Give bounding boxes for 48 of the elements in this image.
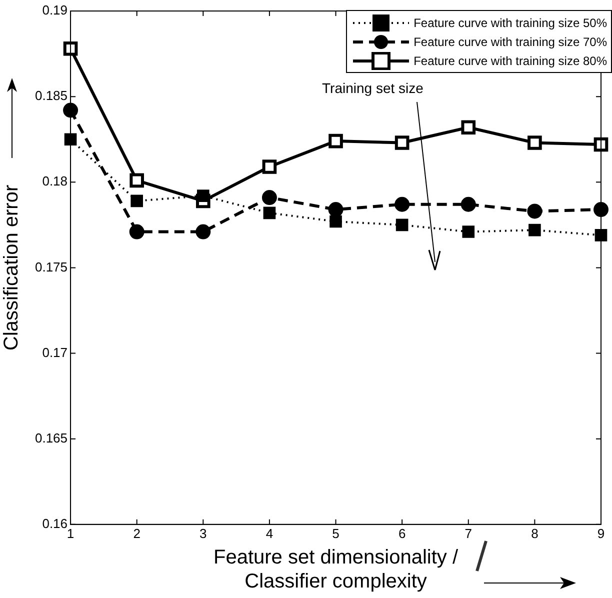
annotation: Training set size bbox=[322, 80, 424, 96]
y-tick-label: 0.19 bbox=[42, 2, 68, 18]
x-tick-label: 8 bbox=[531, 526, 538, 541]
point bbox=[394, 196, 410, 212]
x-axis-title: Feature set dimensionality / Classifier complexity bbox=[213, 546, 458, 593]
y-tick-label: 0.18 bbox=[42, 174, 68, 189]
point bbox=[328, 202, 344, 218]
x-tick-label: 3 bbox=[200, 526, 207, 541]
point bbox=[462, 226, 475, 238]
x-tick-label: 9 bbox=[597, 526, 605, 541]
point bbox=[130, 173, 144, 188]
point bbox=[196, 224, 211, 240]
y-axis-title: Classification error bbox=[0, 184, 23, 351]
y-tick-label: 0.165 bbox=[34, 430, 68, 446]
point bbox=[328, 134, 343, 148]
x-tick-label: 7 bbox=[464, 526, 472, 541]
x-tick-label: 5 bbox=[332, 526, 340, 541]
point bbox=[262, 160, 277, 174]
point bbox=[460, 196, 476, 212]
point bbox=[130, 194, 143, 208]
point bbox=[63, 102, 78, 118]
point bbox=[196, 190, 210, 202]
x-tick-label: 2 bbox=[133, 526, 140, 541]
point bbox=[594, 202, 608, 218]
x-tick-label: 6 bbox=[398, 526, 406, 541]
point bbox=[129, 224, 144, 240]
y-tick-label: 0.16 bbox=[42, 516, 68, 531]
point bbox=[262, 190, 277, 206]
point bbox=[64, 133, 77, 146]
y-tick-label: 0.185 bbox=[34, 88, 68, 104]
y-tick-label: 0.175 bbox=[34, 259, 68, 274]
point bbox=[394, 136, 410, 150]
legend-label: Feature curve with training size 50% bbox=[414, 16, 607, 30]
point bbox=[594, 137, 608, 152]
y-tick-label: 0.17 bbox=[42, 344, 68, 360]
point bbox=[63, 41, 78, 56]
x-tick-label: 1 bbox=[66, 526, 74, 541]
point bbox=[594, 229, 608, 242]
point bbox=[396, 218, 408, 232]
point bbox=[528, 136, 542, 150]
legend-label: Feature curve with training size 80% bbox=[414, 54, 607, 68]
x-tick-label: 4 bbox=[266, 526, 274, 541]
legend-label: Feature curve with training size 70% bbox=[414, 34, 607, 48]
point bbox=[528, 224, 541, 236]
point bbox=[263, 206, 276, 220]
point bbox=[461, 120, 476, 135]
point bbox=[330, 215, 342, 228]
point bbox=[527, 204, 542, 219]
